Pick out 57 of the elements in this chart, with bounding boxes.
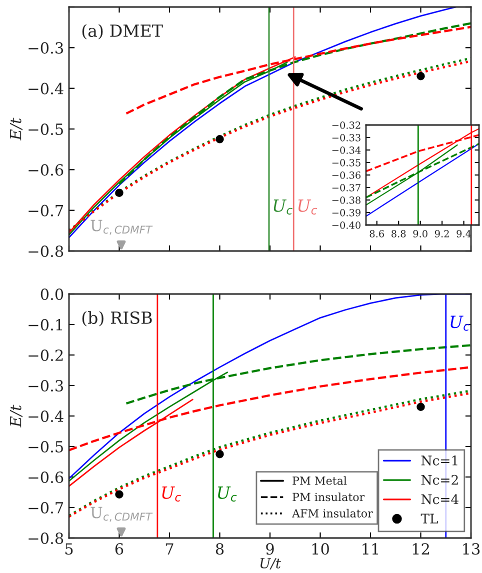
y-tick-label: −0.3 (28, 380, 64, 392)
annotation: PM Metal (292, 476, 347, 485)
x-tick-label: 13 (463, 543, 480, 555)
x-tick-label: 10 (312, 543, 329, 555)
y-tick-label: −0.2 (28, 349, 63, 362)
y-tick-label: −0.35 (332, 158, 360, 166)
y-tick-label: 0.0 (40, 288, 64, 300)
ref-line-label: U$_{c}$ (162, 486, 181, 502)
y-tick-label: −0.32 (332, 121, 360, 129)
x-tick-label: 12 (412, 543, 429, 554)
y-tick-label: −0.33 (332, 134, 360, 142)
text: (b) RISB (82, 311, 152, 326)
y-tick-label: −0.1 (28, 318, 62, 331)
x-tick-label: 5 (65, 543, 73, 555)
x-tick-label: 9.0 (413, 230, 428, 238)
legend-label: Nc=2 (421, 474, 458, 485)
x-tick-label: 7 (166, 543, 174, 554)
annotation: U$_{c,CDMFT}$ (90, 506, 153, 522)
y-tick-label: −0.8 (28, 245, 64, 258)
y-tick-label: −0.34 (332, 146, 361, 154)
y-tick-label: −0.6 (28, 471, 64, 484)
x-tick-label: 9.2 (434, 230, 449, 238)
legend-label: TL (420, 514, 438, 524)
y-tick-label: −0.7 (28, 502, 64, 514)
ref-line-label: U$_{c}$ (450, 316, 470, 331)
x-tick-label: 8.8 (392, 230, 406, 238)
y-tick-label: −0.40 (332, 221, 360, 229)
legend-label: Nc=4 (421, 494, 458, 504)
x-tick-label: 6 (115, 543, 124, 555)
annotation: PM insulator (292, 492, 365, 502)
ref-line-label: U$_{c}$ (218, 486, 237, 502)
ref-line-label: U$_{c}$ (298, 200, 318, 215)
x-tick-label: 9.4 (456, 230, 472, 238)
y-tick-label: −0.5 (28, 440, 63, 453)
y-tick-label: −0.39 (332, 208, 360, 216)
annotation: U$_{c,CDMFT}$ (90, 220, 153, 235)
text: (a) DMET (82, 24, 163, 40)
y-tick-label: −0.4 (28, 410, 64, 422)
y-tick-label: −0.37 (332, 184, 360, 192)
y-axis-title: E/t (10, 404, 23, 428)
x-tick-label: 8 (216, 543, 224, 555)
y-tick-label: −0.36 (332, 171, 361, 179)
y-tick-label: −0.38 (332, 196, 360, 204)
ref-line-label: U$_{c}$ (274, 200, 292, 215)
y-axis-title: E/t (10, 118, 23, 140)
x-axis-title: U/t (260, 558, 282, 570)
annotation: AFM insulator (292, 508, 373, 518)
y-tick-label: −0.6 (28, 164, 64, 176)
legend-label: Nc=1 (421, 455, 458, 466)
y-tick-label: −0.4 (28, 82, 64, 94)
y-tick-label: −0.8 (28, 532, 64, 544)
y-tick-label: −0.3 (28, 42, 64, 54)
x-tick-label: 8.6 (370, 230, 384, 238)
y-tick-label: −0.7 (28, 204, 64, 216)
y-tick-label: −0.5 (28, 123, 63, 136)
x-tick-label: 11 (362, 543, 378, 554)
x-tick-label: 9 (266, 543, 274, 555)
